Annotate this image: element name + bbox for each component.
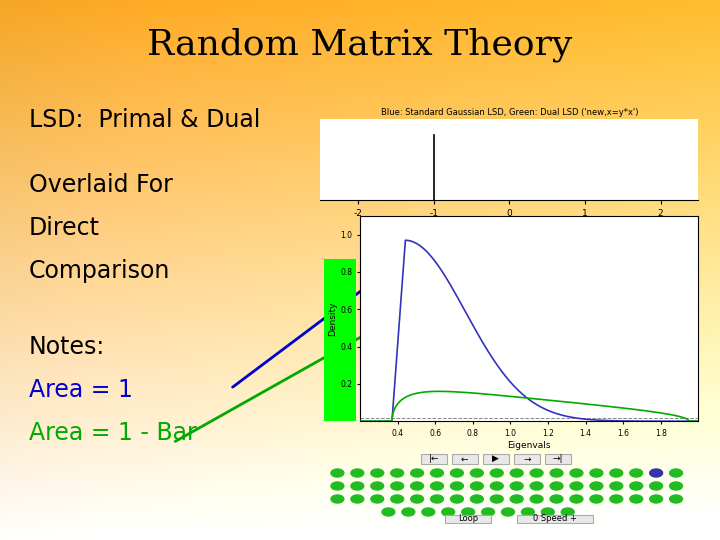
Circle shape [391,495,404,503]
Circle shape [610,482,623,490]
Circle shape [510,469,523,477]
Bar [324,259,356,421]
Circle shape [510,482,523,490]
Circle shape [331,495,344,503]
Text: ▶: ▶ [492,454,499,463]
Circle shape [451,469,464,477]
X-axis label: log10(d/h): log10(d/h) [486,219,533,228]
Circle shape [570,482,583,490]
Circle shape [530,495,543,503]
Circle shape [431,495,444,503]
Circle shape [402,508,415,516]
Circle shape [610,495,623,503]
Circle shape [630,482,643,490]
Circle shape [550,495,563,503]
Circle shape [371,469,384,477]
Circle shape [331,482,344,490]
Bar [517,515,593,523]
Text: Area = 1 - Bar: Area = 1 - Bar [29,421,197,445]
Text: LSD:  Primal & Dual: LSD: Primal & Dual [29,108,260,132]
Circle shape [351,469,364,477]
Y-axis label: Density: Density [328,301,338,336]
Circle shape [451,495,464,503]
Circle shape [550,469,563,477]
Circle shape [470,495,483,503]
Circle shape [590,482,603,490]
Circle shape [371,495,384,503]
Circle shape [391,482,404,490]
Text: Random Matrix Theory: Random Matrix Theory [148,27,572,62]
Circle shape [530,482,543,490]
Circle shape [610,469,623,477]
Circle shape [470,482,483,490]
Text: Notes:: Notes: [29,335,105,359]
Circle shape [630,495,643,503]
Circle shape [490,469,503,477]
Circle shape [462,508,474,516]
Circle shape [649,469,662,477]
Circle shape [490,482,503,490]
Circle shape [670,482,683,490]
Circle shape [570,495,583,503]
Circle shape [391,469,404,477]
Text: Area = 1: Area = 1 [29,378,132,402]
Circle shape [351,482,364,490]
Circle shape [550,482,563,490]
Title: Blue: Standard Gaussian LSD, Green: Dual LSD ('new,x=y*x'): Blue: Standard Gaussian LSD, Green: Dual… [381,107,638,117]
Circle shape [649,495,662,503]
Circle shape [630,469,643,477]
Circle shape [331,469,344,477]
Circle shape [521,508,534,516]
Circle shape [562,508,574,516]
Circle shape [502,508,514,516]
Text: 0 Speed +: 0 Speed + [533,514,577,523]
Text: →|: →| [552,454,563,463]
Text: →: → [523,454,531,463]
Circle shape [410,495,423,503]
Text: Loop: Loop [458,514,478,523]
Circle shape [510,495,523,503]
Bar [482,454,509,464]
Circle shape [382,508,395,516]
Circle shape [422,508,435,516]
Circle shape [649,482,662,490]
Circle shape [670,469,683,477]
Circle shape [451,482,464,490]
Circle shape [442,508,454,516]
Circle shape [490,495,503,503]
Circle shape [590,495,603,503]
Circle shape [431,469,444,477]
Text: Direct: Direct [29,216,100,240]
Circle shape [482,508,495,516]
Circle shape [410,469,423,477]
Text: Comparison: Comparison [29,259,170,283]
Circle shape [351,495,364,503]
Text: ←: ← [461,454,469,463]
Circle shape [541,508,554,516]
Text: Overlaid For: Overlaid For [29,173,173,197]
Circle shape [470,469,483,477]
Circle shape [670,495,683,503]
Text: |←: |← [428,454,439,463]
Bar [420,454,447,464]
Circle shape [410,482,423,490]
Circle shape [431,482,444,490]
Circle shape [371,482,384,490]
Bar [445,515,490,523]
Bar [451,454,478,464]
Circle shape [570,469,583,477]
Circle shape [590,469,603,477]
X-axis label: Eigenvals: Eigenvals [508,441,551,450]
Circle shape [530,469,543,477]
Bar [544,454,571,464]
Bar [513,454,540,464]
